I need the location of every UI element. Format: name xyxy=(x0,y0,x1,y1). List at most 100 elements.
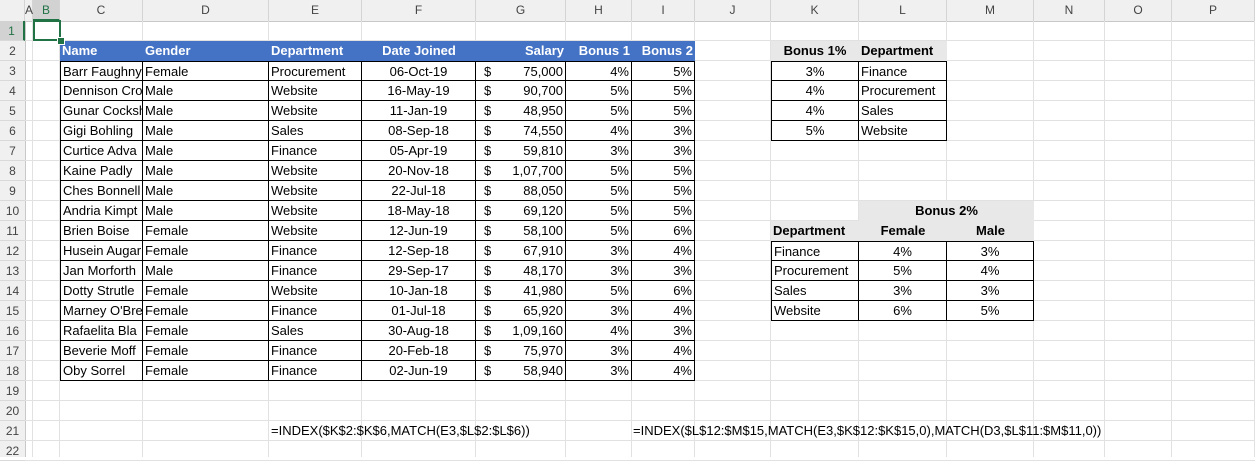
employee-cell-name[interactable]: Barr Faughny xyxy=(60,61,143,81)
row-header-22[interactable]: 22 xyxy=(0,441,25,461)
header-bonus1[interactable]: Bonus 1 xyxy=(566,41,632,61)
employee-cell-bonus2[interactable]: 5% xyxy=(632,81,695,101)
bonus1-cell-bonus[interactable]: 5% xyxy=(771,121,859,141)
bonus1-cell-bonus[interactable]: 3% xyxy=(771,61,859,81)
bonus2-title[interactable]: Bonus 2% xyxy=(859,201,1034,221)
employee-cell-salary[interactable]: $90,700 xyxy=(476,81,566,101)
employee-cell-name[interactable]: Andria Kimpt xyxy=(60,201,143,221)
column-header-b[interactable]: B xyxy=(33,0,60,21)
bonus1-header-bonus[interactable]: Bonus 1% xyxy=(771,41,859,61)
employee-cell-bonus1[interactable]: 3% xyxy=(566,301,632,321)
employee-cell-bonus1[interactable]: 5% xyxy=(566,161,632,181)
row-header-6[interactable]: 6 xyxy=(0,121,25,141)
employee-cell-bonus2[interactable]: 4% xyxy=(632,241,695,261)
employee-cell-date[interactable]: 10-Jan-18 xyxy=(362,281,476,301)
employee-cell-department[interactable]: Finance xyxy=(269,341,362,361)
bonus2-header-department[interactable]: Department xyxy=(771,221,859,241)
employee-cell-bonus1[interactable]: 4% xyxy=(566,121,632,141)
employee-cell-salary[interactable]: $58,940 xyxy=(476,361,566,381)
employee-cell-name[interactable]: Dotty Strutle xyxy=(60,281,143,301)
column-header-a[interactable]: A xyxy=(25,0,33,21)
row-header-2[interactable]: 2 xyxy=(0,41,25,61)
employee-cell-gender[interactable]: Female xyxy=(143,241,269,261)
bonus1-cell-department[interactable]: Sales xyxy=(859,101,947,121)
employee-cell-name[interactable]: Gigi Bohling xyxy=(60,121,143,141)
employee-cell-date[interactable]: 16-May-19 xyxy=(362,81,476,101)
employee-cell-gender[interactable]: Male xyxy=(143,261,269,281)
employee-cell-salary[interactable]: $41,980 xyxy=(476,281,566,301)
employee-cell-bonus1[interactable]: 4% xyxy=(566,61,632,81)
header-department[interactable]: Department xyxy=(269,41,362,61)
column-header-e[interactable]: E xyxy=(269,0,362,21)
bonus2-cell-female[interactable]: 6% xyxy=(859,301,947,321)
employee-cell-bonus1[interactable]: 3% xyxy=(566,141,632,161)
employee-cell-bonus2[interactable]: 3% xyxy=(632,141,695,161)
header-date-joined[interactable]: Date Joined xyxy=(362,41,476,61)
employee-cell-salary[interactable]: $88,050 xyxy=(476,181,566,201)
employee-cell-date[interactable]: 18-May-18 xyxy=(362,201,476,221)
bonus2-cell-department[interactable]: Finance xyxy=(771,241,859,261)
employee-cell-bonus2[interactable]: 3% xyxy=(632,321,695,341)
bonus1-cell-bonus[interactable]: 4% xyxy=(771,81,859,101)
column-header-m[interactable]: M xyxy=(947,0,1034,21)
employee-cell-department[interactable]: Finance xyxy=(269,301,362,321)
employee-cell-salary[interactable]: $65,920 xyxy=(476,301,566,321)
employee-cell-department[interactable]: Website xyxy=(269,101,362,121)
row-header-3[interactable]: 3 xyxy=(0,61,25,81)
header-gender[interactable]: Gender xyxy=(143,41,269,61)
column-header-l[interactable]: L xyxy=(859,0,947,21)
employee-cell-name[interactable]: Curtice Adva xyxy=(60,141,143,161)
row-header-9[interactable]: 9 xyxy=(0,181,25,201)
employee-cell-name[interactable]: Rafaelita Bla xyxy=(60,321,143,341)
row-header-10[interactable]: 10 xyxy=(0,201,25,221)
row-header-17[interactable]: 17 xyxy=(0,341,25,361)
header-bonus2[interactable]: Bonus 2 xyxy=(632,41,695,61)
bonus1-cell-department[interactable]: Finance xyxy=(859,61,947,81)
row-header-11[interactable]: 11 xyxy=(0,221,25,241)
employee-cell-bonus2[interactable]: 5% xyxy=(632,161,695,181)
employee-cell-gender[interactable]: Male xyxy=(143,201,269,221)
employee-cell-name[interactable]: Gunar Cocksh xyxy=(60,101,143,121)
bonus2-cell-department[interactable]: Website xyxy=(771,301,859,321)
row-header-4[interactable]: 4 xyxy=(0,81,25,101)
employee-cell-gender[interactable]: Female xyxy=(143,321,269,341)
bonus2-cell-female[interactable]: 4% xyxy=(859,241,947,261)
employee-cell-department[interactable]: Website xyxy=(269,201,362,221)
employee-cell-bonus1[interactable]: 5% xyxy=(566,201,632,221)
employee-cell-date[interactable]: 11-Jan-19 xyxy=(362,101,476,121)
row-header-12[interactable]: 12 xyxy=(0,241,25,261)
row-header-16[interactable]: 16 xyxy=(0,321,25,341)
employee-cell-bonus2[interactable]: 5% xyxy=(632,61,695,81)
employee-cell-department[interactable]: Website xyxy=(269,181,362,201)
bonus2-cell-department[interactable]: Procurement xyxy=(771,261,859,281)
employee-cell-salary[interactable]: $1,09,160 xyxy=(476,321,566,341)
employee-cell-salary[interactable]: $74,550 xyxy=(476,121,566,141)
employee-cell-date[interactable]: 12-Jun-19 xyxy=(362,221,476,241)
employee-cell-department[interactable]: Finance xyxy=(269,361,362,381)
employee-cell-name[interactable]: Kaine Padly xyxy=(60,161,143,181)
bonus2-header-female[interactable]: Female xyxy=(859,221,947,241)
column-header-p[interactable]: P xyxy=(1172,0,1255,21)
employee-cell-date[interactable]: 05-Apr-19 xyxy=(362,141,476,161)
bonus2-cell-male[interactable]: 4% xyxy=(947,261,1034,281)
bonus2-cell-department[interactable]: Sales xyxy=(771,281,859,301)
employee-cell-bonus1[interactable]: 4% xyxy=(566,321,632,341)
employee-cell-bonus2[interactable]: 4% xyxy=(632,301,695,321)
select-all-corner[interactable] xyxy=(0,0,25,21)
employee-cell-department[interactable]: Website xyxy=(269,161,362,181)
employee-cell-gender[interactable]: Male xyxy=(143,101,269,121)
row-header-8[interactable]: 8 xyxy=(0,161,25,181)
fill-handle[interactable] xyxy=(57,37,65,45)
row-header-1[interactable]: 1 xyxy=(0,21,25,41)
employee-cell-salary[interactable]: $75,000 xyxy=(476,61,566,81)
column-header-d[interactable]: D xyxy=(143,0,269,21)
employee-cell-name[interactable]: Beverie Moff xyxy=(60,341,143,361)
employee-cell-bonus1[interactable]: 5% xyxy=(566,281,632,301)
employee-cell-gender[interactable]: Female xyxy=(143,221,269,241)
employee-cell-salary[interactable]: $75,970 xyxy=(476,341,566,361)
column-header-i[interactable]: I xyxy=(632,0,695,21)
employee-cell-gender[interactable]: Female xyxy=(143,361,269,381)
employee-cell-date[interactable]: 12-Sep-18 xyxy=(362,241,476,261)
employee-cell-date[interactable]: 29-Sep-17 xyxy=(362,261,476,281)
employee-cell-salary[interactable]: $1,07,700 xyxy=(476,161,566,181)
